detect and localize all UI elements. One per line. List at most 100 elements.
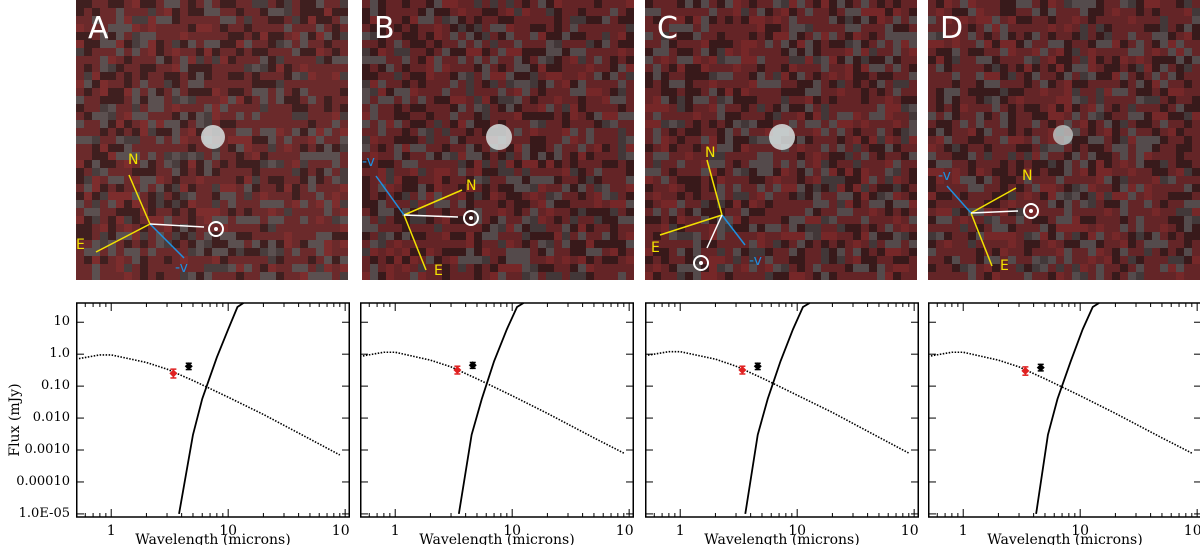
noise-pixel [324, 136, 332, 144]
noise-pixel [362, 224, 370, 232]
noise-pixel [370, 256, 378, 264]
noise-pixel [418, 224, 426, 232]
noise-pixel [829, 256, 837, 264]
noise-pixel [1016, 8, 1024, 16]
noise-pixel [308, 232, 316, 240]
noise-pixel [458, 200, 466, 208]
noise-pixel [578, 112, 586, 120]
noise-pixel [426, 120, 434, 128]
noise-pixel [1024, 264, 1032, 272]
noise-pixel [434, 160, 442, 168]
noise-pixel [538, 168, 546, 176]
noise-pixel [530, 216, 538, 224]
noise-pixel [490, 176, 498, 184]
noise-pixel [108, 48, 116, 56]
noise-pixel [378, 248, 386, 256]
noise-pixel [378, 24, 386, 32]
noise-pixel [180, 168, 188, 176]
noise-pixel [490, 80, 498, 88]
noise-pixel [562, 40, 570, 48]
noise-pixel [490, 208, 498, 216]
noise-pixel [1184, 264, 1192, 272]
noise-pixel [538, 104, 546, 112]
noise-pixel [84, 40, 92, 48]
north-label: N [466, 178, 476, 194]
noise-pixel [386, 88, 394, 96]
noise-pixel [1080, 16, 1088, 24]
noise-pixel [284, 240, 292, 248]
noise-pixel [928, 24, 936, 32]
noise-pixel [124, 136, 132, 144]
noise-pixel [725, 72, 733, 80]
noise-pixel [618, 96, 626, 104]
noise-pixel [482, 176, 490, 184]
noise-pixel [845, 248, 853, 256]
noise-pixel [108, 64, 116, 72]
noise-pixel [450, 272, 458, 280]
noise-pixel [1112, 16, 1120, 24]
noise-pixel [789, 184, 797, 192]
noise-pixel [450, 216, 458, 224]
noise-pixel [901, 80, 909, 88]
noise-pixel [514, 120, 522, 128]
noise-pixel [252, 88, 260, 96]
noise-pixel [928, 248, 936, 256]
noise-pixel [765, 248, 773, 256]
noise-pixel [1048, 184, 1056, 192]
noise-pixel [1032, 120, 1040, 128]
noise-pixel [1008, 88, 1016, 96]
noise-pixel [701, 48, 709, 56]
noise-pixel [276, 16, 284, 24]
noise-pixel [669, 272, 677, 280]
noise-pixel [1176, 184, 1184, 192]
noise-pixel [458, 176, 466, 184]
noise-pixel [869, 56, 877, 64]
noise-pixel [845, 168, 853, 176]
noise-pixel [1032, 192, 1040, 200]
noise-pixel [276, 0, 284, 8]
noise-pixel [1192, 64, 1200, 72]
noise-pixel [124, 264, 132, 272]
noise-pixel [853, 56, 861, 64]
noise-pixel [1112, 272, 1120, 280]
noise-pixel [530, 40, 538, 48]
noise-pixel [984, 120, 992, 128]
noise-pixel [781, 72, 789, 80]
noise-pixel [1064, 40, 1072, 48]
noise-pixel [1072, 40, 1080, 48]
noise-pixel [252, 0, 260, 8]
noise-pixel [829, 0, 837, 8]
noise-pixel [506, 240, 514, 248]
noise-pixel [725, 80, 733, 88]
noise-pixel [148, 64, 156, 72]
noise-pixel [362, 40, 370, 48]
noise-pixel [228, 0, 236, 8]
noise-pixel [538, 160, 546, 168]
noise-pixel [1168, 272, 1176, 280]
noise-pixel [685, 152, 693, 160]
noise-pixel [1008, 16, 1016, 24]
noise-pixel [893, 216, 901, 224]
noise-pixel [84, 8, 92, 16]
noise-pixel [442, 80, 450, 88]
noise-pixel [781, 112, 789, 120]
noise-pixel [586, 240, 594, 248]
noise-pixel [418, 96, 426, 104]
noise-pixel [1128, 80, 1136, 88]
noise-pixel [789, 80, 797, 88]
noise-pixel [845, 16, 853, 24]
noise-pixel [362, 192, 370, 200]
noise-pixel [426, 232, 434, 240]
noise-pixel [100, 208, 108, 216]
noise-pixel [586, 256, 594, 264]
noise-pixel [960, 160, 968, 168]
noise-pixel [156, 272, 164, 280]
noise-pixel [626, 88, 634, 96]
noise-pixel [1120, 136, 1128, 144]
noise-pixel [853, 112, 861, 120]
noise-pixel [1104, 40, 1112, 48]
noise-pixel [244, 48, 252, 56]
noise-pixel [188, 56, 196, 64]
noise-pixel [554, 168, 562, 176]
noise-pixel [546, 176, 554, 184]
